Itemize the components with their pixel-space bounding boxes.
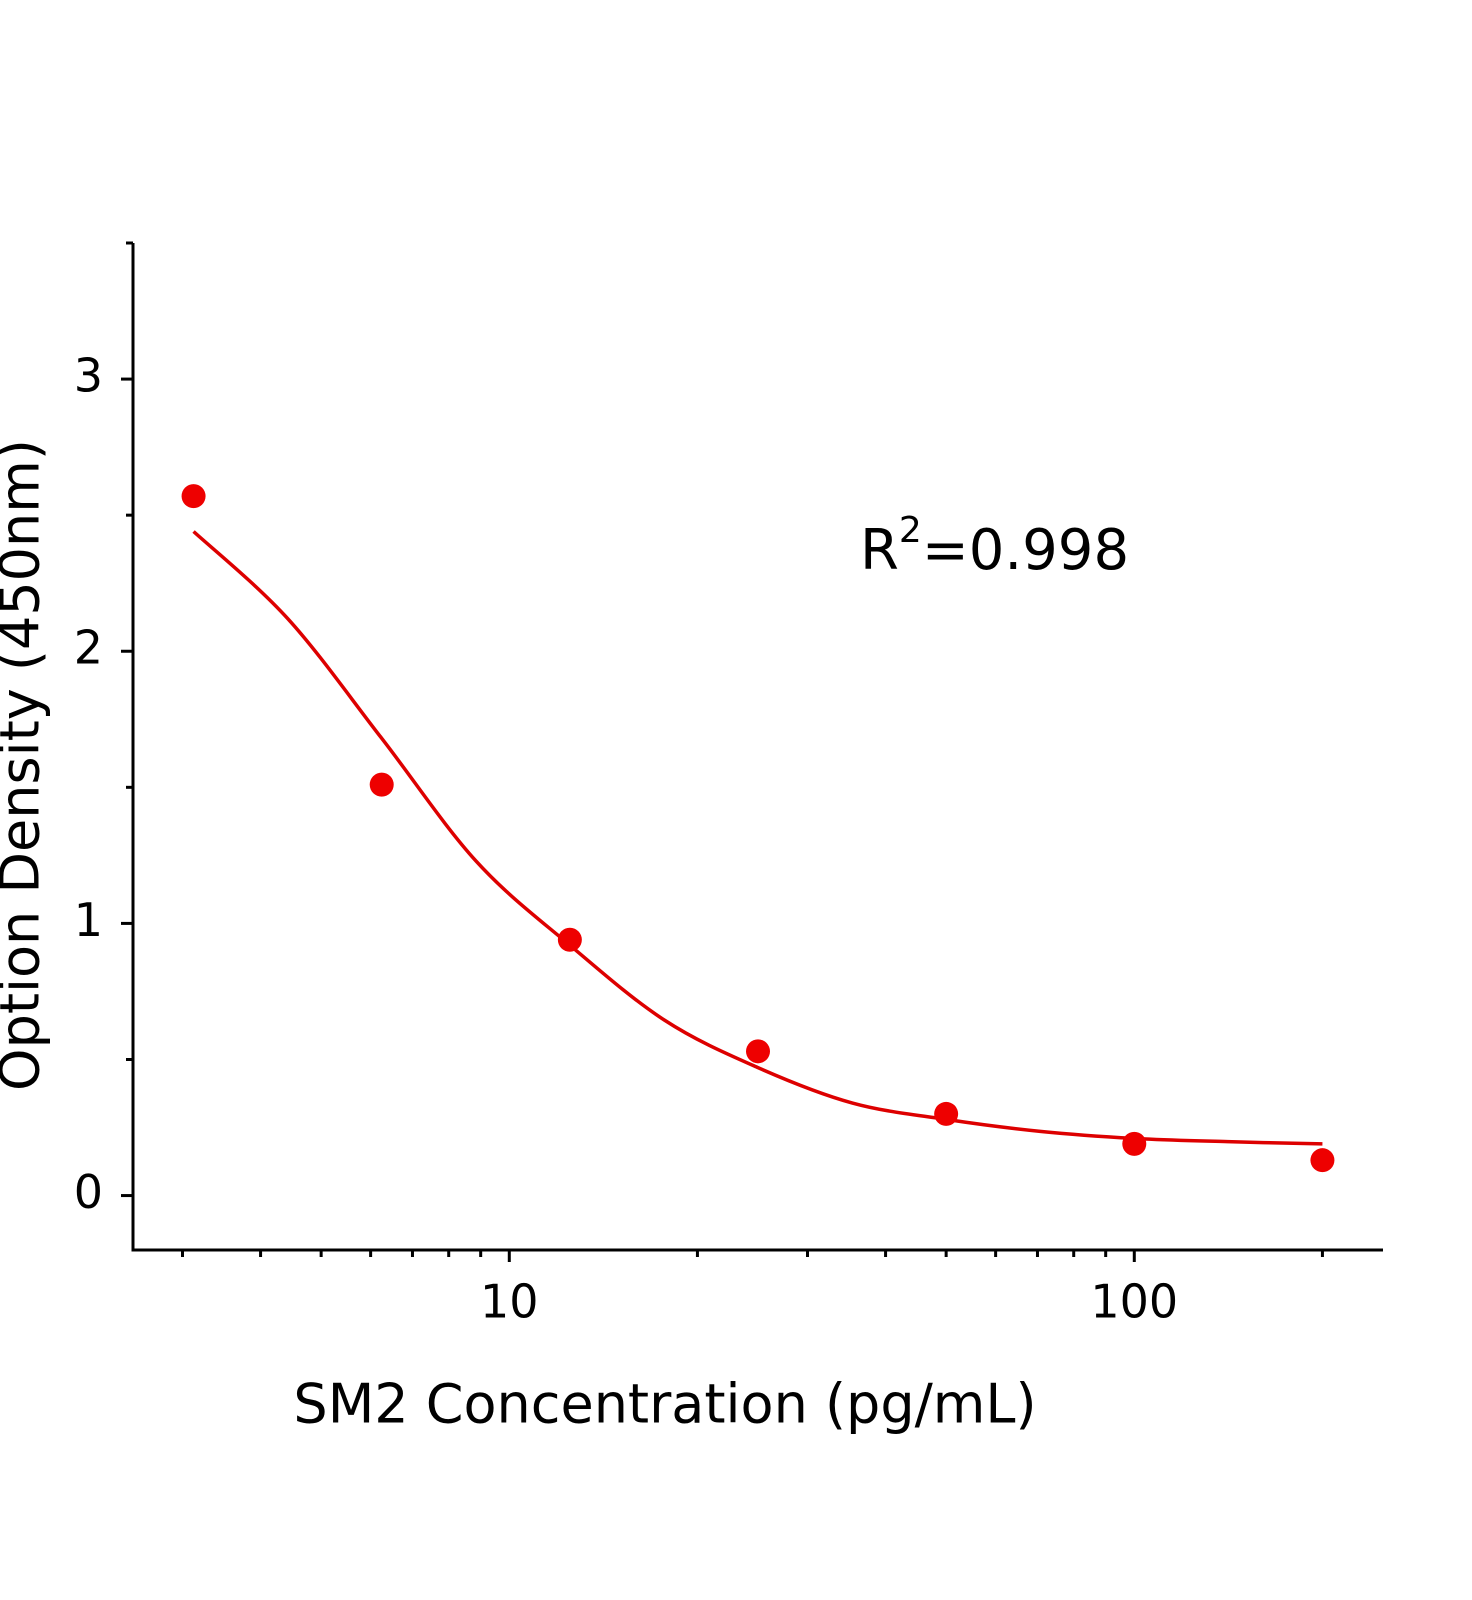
point: [557, 927, 582, 952]
point: [746, 1039, 770, 1064]
y-axis-label: Option Density (450nm): [0, 439, 52, 1091]
point: [181, 484, 206, 509]
x-tick-label: 10: [480, 1275, 539, 1329]
annotation-rest: =0.998: [922, 518, 1129, 583]
x-axis-label: SM2 Concentration (pg/mL): [293, 1373, 1036, 1436]
annotation-base: R: [860, 518, 899, 583]
point: [934, 1101, 959, 1126]
point: [1310, 1148, 1335, 1173]
annotation: R2=0.998: [860, 510, 1129, 583]
point: [369, 772, 394, 797]
y-tick-label: 2: [74, 621, 103, 675]
fit-curve: [192, 530, 1323, 1146]
y-tick-label: 3: [74, 349, 103, 403]
point: [1122, 1131, 1147, 1156]
x-tick-label: 100: [1090, 1275, 1178, 1329]
y-tick-label: 1: [74, 893, 103, 947]
y-tick-label: 0: [74, 1165, 103, 1219]
annotation-sup: 2: [899, 510, 922, 551]
